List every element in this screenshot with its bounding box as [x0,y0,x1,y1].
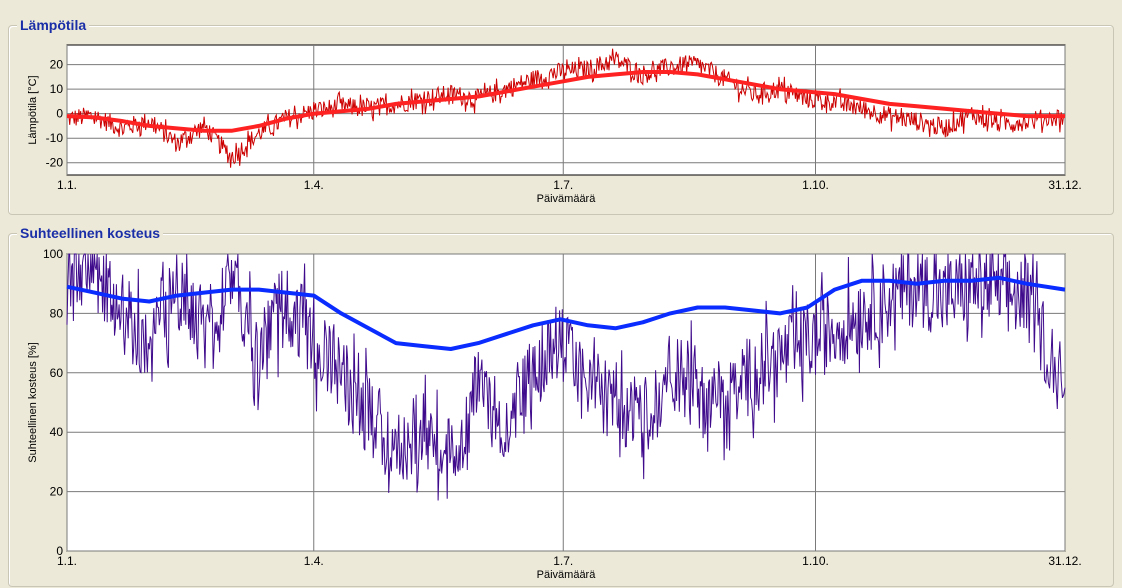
y-tick-label: 80 [50,306,64,320]
x-tick-label: 1.10. [802,554,829,568]
x-tick-label: 31.12. [1048,554,1081,568]
y-axis-label: Suhteellinen kosteus [%] [27,342,39,462]
x-tick-label: 1.7. [553,554,573,568]
moving-average-series-line [66,275,1066,351]
temperature-panel-title: Lämpötila [17,17,90,33]
hourly-series-line [66,253,1066,501]
moving-average-series-line [66,70,1065,133]
y-tick-label: 0 [56,544,63,558]
y-tick-label: 60 [50,366,64,380]
hourly-series-line [66,48,1066,168]
plot-area [66,253,1066,552]
x-tick-label: 1.1. [57,178,77,192]
x-axis-label: Päivämäärä [537,193,597,205]
x-axis-label: Päivämäärä [537,569,597,581]
x-tick-label: 1.4. [304,554,324,568]
humidity-panel-title: Suhteellinen kosteus [17,225,164,241]
y-tick-label: 10 [50,82,64,96]
x-tick-label: 31.12. [1048,178,1081,192]
y-tick-label: 100 [43,247,63,261]
y-axis-label: Lämpötila [°C] [27,75,39,144]
y-tick-label: 20 [50,58,64,72]
y-tick-label: -10 [46,131,64,145]
x-tick-label: 1.10. [802,178,829,192]
x-tick-label: 1.4. [304,178,324,192]
x-tick-label: 1.7. [553,178,573,192]
y-tick-label: 20 [50,485,64,499]
x-tick-label: 1.1. [57,554,77,568]
y-tick-label: -20 [46,156,64,170]
y-tick-label: 40 [50,425,64,439]
y-tick-label: 0 [56,107,63,121]
